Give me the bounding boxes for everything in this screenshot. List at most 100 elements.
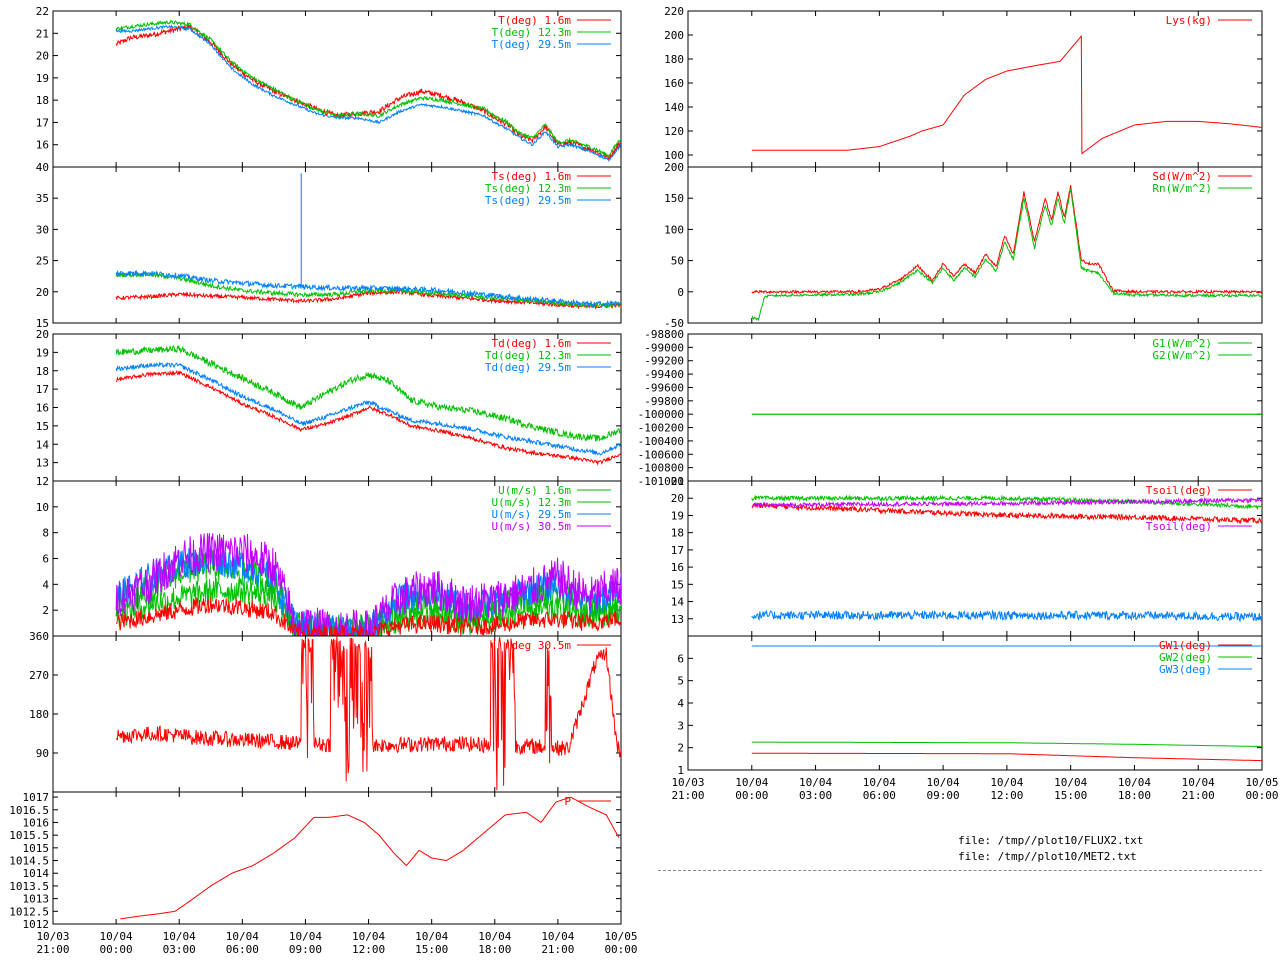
x-tick-label-time: 03:00	[163, 943, 196, 956]
plot-area	[115, 173, 621, 310]
x-tick-label-time: 00:00	[100, 943, 133, 956]
x-tick-label-date: 10/04	[163, 930, 196, 943]
legend-label: deg 30.5m	[511, 639, 571, 652]
series-line	[751, 501, 1262, 525]
x-tick-label-date: 10/04	[1182, 776, 1215, 789]
series-line	[115, 533, 621, 636]
legend-label: U(m/s) 30.5m	[492, 520, 572, 533]
legend-label: U(m/s) 1.6m	[498, 484, 571, 497]
panel-frame	[52, 333, 622, 482]
plot-area	[115, 636, 621, 791]
y-tick-label: 1012.5	[9, 905, 49, 918]
y-tick-label: 20	[671, 492, 684, 505]
y-tick-label: -99800	[644, 395, 684, 408]
separator-line	[658, 870, 1262, 871]
y-tick-label: 1016.5	[9, 804, 49, 817]
legend-label: Rn(W/m^2)	[1152, 182, 1212, 195]
plot-area	[120, 796, 620, 920]
x-tick-label-time: 21:00	[671, 789, 704, 802]
x-tick-label-date: 10/04	[478, 930, 511, 943]
y-tick-label: 20	[36, 328, 49, 341]
x-tick-label-time: 06:00	[863, 789, 896, 802]
plot-area	[751, 494, 1262, 623]
x-tick-label-date: 10/04	[1118, 776, 1151, 789]
x-tick-label-date: 10/04	[927, 776, 960, 789]
legend-label: Ts(deg) 1.6m	[492, 170, 572, 183]
series-line	[116, 369, 621, 466]
plot-area	[751, 645, 1262, 762]
legend-label: G1(W/m^2)	[1152, 337, 1212, 350]
flux-file-label: file: /tmp//plot10/FLUX2.txt	[958, 834, 1144, 847]
legend-label: GW3(deg)	[1159, 663, 1212, 676]
x-tick-label-time: 12:00	[990, 789, 1023, 802]
x-tick-label-time: 21:00	[1182, 789, 1215, 802]
x-tick-label-date: 10/05	[604, 930, 637, 943]
plot-area	[751, 34, 1262, 155]
y-tick-label: 1016	[23, 816, 50, 829]
y-tick-label: -100000	[638, 408, 684, 421]
x-tick-label-date: 10/05	[1245, 776, 1278, 789]
y-tick-label: 1015.5	[9, 829, 49, 842]
panel-air-temperature: 16 17 18 19 20 21 22 T(deg) 1.6mT(deg) 12.3mT(d…	[36, 5, 622, 168]
y-tick-label: 21	[671, 475, 684, 488]
legend-label: GW1(deg)	[1159, 639, 1212, 652]
y-tick-label: 6	[42, 553, 49, 566]
y-tick-label: 90	[36, 747, 49, 760]
y-tick-label: 16	[36, 402, 49, 415]
legend-label: T(deg) 1.6m	[498, 14, 571, 27]
legend-label: Sd(W/m^2)	[1152, 170, 1212, 183]
y-tick-label: 18	[671, 527, 684, 540]
legend-label: U(m/s) 29.5m	[492, 508, 572, 521]
x-tick-label-date: 10/04	[100, 930, 133, 943]
y-tick-label: 3	[677, 719, 684, 732]
y-tick-label: 21	[36, 27, 49, 40]
legend-label: P	[564, 795, 571, 808]
y-tick-label: 5	[677, 675, 684, 688]
y-tick-label: -100600	[638, 448, 684, 461]
y-tick-label: 1014	[23, 867, 50, 880]
y-tick-label: 270	[29, 669, 49, 682]
y-tick-label: 2	[42, 604, 49, 617]
y-tick-label: 2	[677, 742, 684, 755]
x-tick-label-date: 10/04	[226, 930, 259, 943]
legend-label: Lys(kg)	[1166, 14, 1212, 27]
panel-radiation: -50 0 50 100 150 200 Sd(W/m^2)Rn(W/m^2)	[664, 161, 1263, 330]
y-tick-label: 220	[664, 5, 684, 18]
legend-label: Td(deg) 12.3m	[485, 349, 571, 362]
panel-groundwater: 1 2 3 4 5 6 GW1(deg)GW2(deg)GW3(deg)	[677, 635, 1263, 777]
y-tick-label: 17	[36, 383, 49, 396]
y-tick-label: 10	[36, 501, 49, 514]
panel-wind-speed: 2 4 6 8 10 12 U(m/s) 1.6mU(m/s) 12.3mU(m/s) 29…	[36, 475, 622, 637]
y-tick-label: 50	[671, 255, 684, 268]
x-tick-label-date: 10/03	[36, 930, 69, 943]
y-tick-label: 140	[664, 101, 684, 114]
panel-pressure: 10121012.510131013.510141014.510151015.5…	[9, 791, 622, 931]
y-tick-label: 22	[36, 5, 49, 18]
y-tick-label: 19	[36, 72, 49, 85]
x-tick-label-time: 21:00	[36, 943, 69, 956]
y-tick-label: 180	[664, 53, 684, 66]
series-line	[115, 19, 621, 159]
x-tick-label-date: 10/04	[541, 930, 574, 943]
y-tick-label: 13	[36, 457, 49, 470]
panel-soil-temperature: 13 14 15 16 17 18 19 20 21 Tsoil(deg) Tsoil(deg)	[671, 475, 1263, 637]
series-line	[115, 173, 621, 309]
series-line	[751, 609, 1262, 623]
panel-frame	[687, 166, 1263, 324]
x-tick-label-time: 12:00	[352, 943, 385, 956]
legend-label: Td(deg) 1.6m	[492, 337, 572, 350]
x-tick-label-date: 10/04	[799, 776, 832, 789]
x-tick-label-date: 10/04	[1054, 776, 1087, 789]
y-tick-label: 14	[36, 438, 50, 451]
panel-wind-direction: 90 180 270 360 deg 30.5m	[29, 630, 622, 793]
legend-label: Tsoil(deg)	[1146, 520, 1212, 533]
y-tick-label: 16	[671, 561, 684, 574]
y-tick-label: -99400	[644, 368, 684, 381]
y-tick-label: -99600	[644, 381, 684, 394]
y-tick-label: 20	[36, 50, 49, 63]
x-tick-label-time: 09:00	[289, 943, 322, 956]
x-tick-label-time: 03:00	[799, 789, 832, 802]
y-tick-label: -100200	[638, 422, 684, 435]
legend-label: Td(deg) 29.5m	[485, 361, 571, 374]
